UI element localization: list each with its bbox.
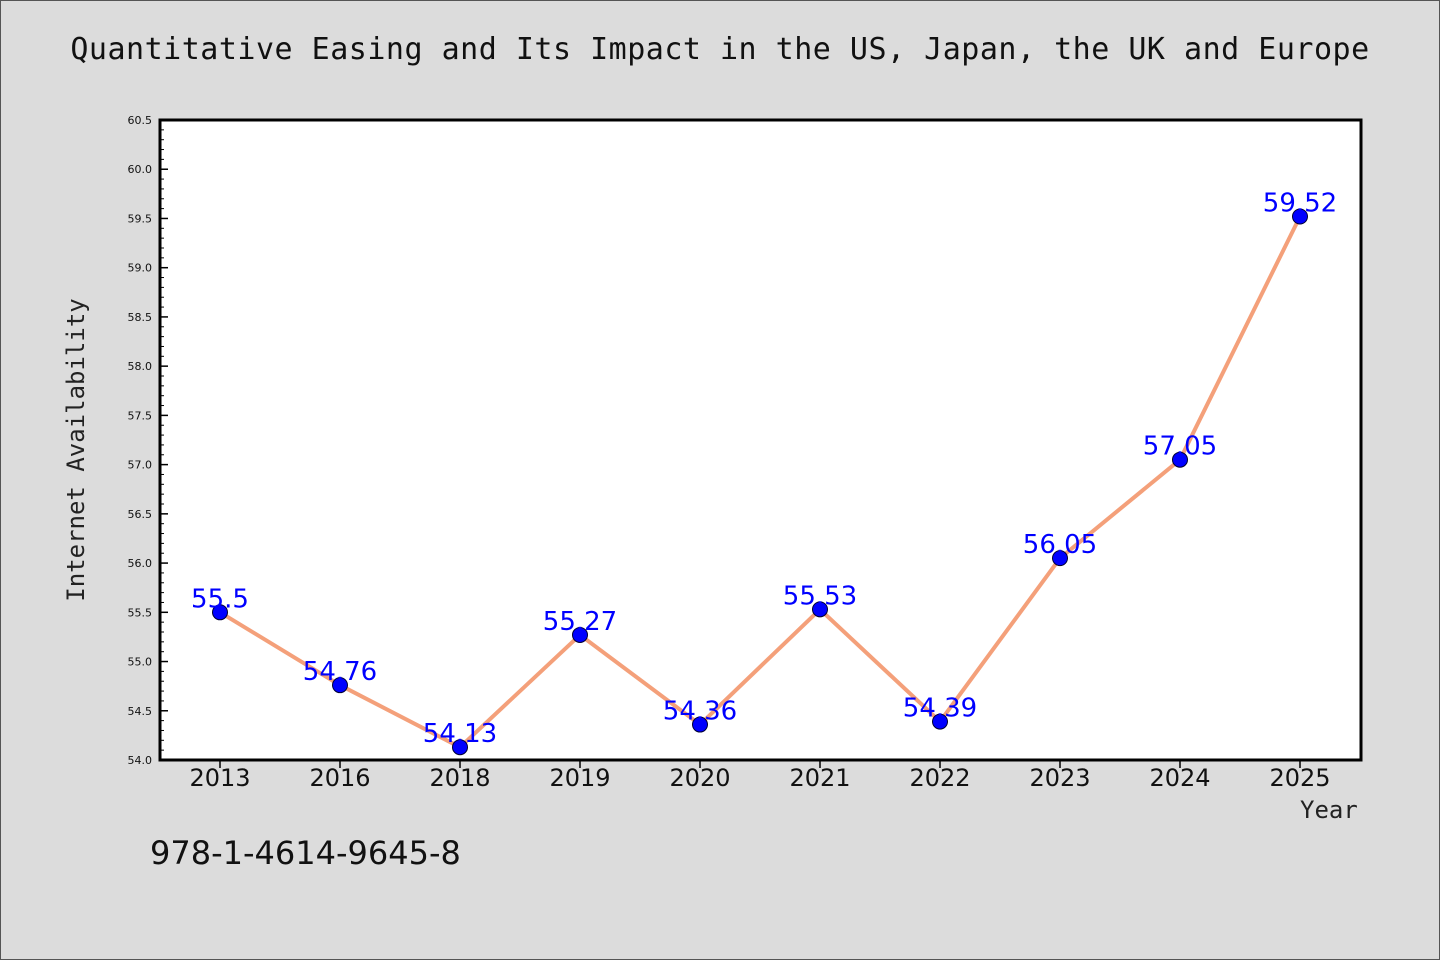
x-tick-label: 2021 bbox=[789, 764, 850, 792]
x-tick-label: 2020 bbox=[669, 764, 730, 792]
plot-area bbox=[158, 118, 1363, 762]
y-tick-label: 56.5 bbox=[128, 508, 153, 521]
data-point bbox=[1052, 550, 1068, 567]
data-labels: 55.5 54.76 54.13 55.27 54.36 55.53 54.39 56.05 5… bbox=[191, 188, 1337, 749]
y-tick-label: 60.5 bbox=[128, 114, 153, 127]
data-label: 54.76 bbox=[303, 657, 377, 687]
data-label: 55.27 bbox=[543, 607, 617, 637]
y-tick-label: 55.5 bbox=[128, 606, 153, 619]
y-tick-label: 58.0 bbox=[128, 360, 153, 373]
y-axis-label: Internet Availability bbox=[62, 298, 90, 602]
x-tick-label: 2023 bbox=[1029, 764, 1090, 792]
data-label: 55.53 bbox=[783, 581, 857, 611]
data-point bbox=[212, 604, 228, 621]
y-tick-label: 60.0 bbox=[128, 163, 153, 176]
data-point bbox=[692, 716, 708, 733]
data-label: 54.36 bbox=[663, 697, 737, 727]
x-tick-label: 2019 bbox=[549, 764, 610, 792]
y-tick-label: 57.0 bbox=[128, 459, 153, 472]
x-axis-label: Year bbox=[1300, 796, 1358, 824]
data-label: 59.52 bbox=[1263, 188, 1337, 218]
data-point bbox=[1172, 451, 1188, 468]
y-tick-label: 55.0 bbox=[128, 656, 153, 669]
data-label: 54.13 bbox=[423, 719, 497, 749]
x-tick-label: 2013 bbox=[189, 764, 250, 792]
data-label: 54.39 bbox=[903, 694, 977, 724]
y-axis: 54.0 54.5 55.0 55.5 56.0 56.5 57.0 57.5 58.0 58.5… bbox=[128, 114, 168, 767]
y-tick-label: 54.0 bbox=[128, 754, 153, 767]
data-point bbox=[932, 713, 948, 730]
x-axis: 2013 2016 2018 2019 2020 2021 2022 2023 2024 2025 bbox=[189, 760, 1331, 792]
isbn-annotation: 978-1-4614-9645-8 bbox=[150, 834, 461, 872]
y-tick-label: 59.0 bbox=[128, 262, 153, 275]
x-tick-label: 2024 bbox=[1149, 764, 1210, 792]
y-tick-label: 57.5 bbox=[128, 409, 153, 422]
chart-title: Quantitative Easing and Its Impact in th… bbox=[70, 32, 1370, 67]
x-tick-label: 2025 bbox=[1269, 764, 1330, 792]
data-label: 57.05 bbox=[1143, 432, 1217, 462]
y-tick-label: 56.0 bbox=[128, 557, 153, 570]
x-tick-label: 2022 bbox=[909, 764, 970, 792]
data-point bbox=[572, 626, 588, 643]
x-tick-label: 2016 bbox=[309, 764, 370, 792]
series-line-group bbox=[212, 208, 1308, 756]
y-tick-label: 58.5 bbox=[128, 311, 153, 324]
series-line bbox=[218, 214, 1302, 750]
data-point bbox=[332, 677, 348, 694]
data-label: 55.5 bbox=[191, 584, 249, 614]
data-point bbox=[452, 739, 468, 756]
data-point bbox=[812, 601, 828, 618]
y-tick-label: 59.5 bbox=[128, 212, 153, 225]
x-tick-label: 2018 bbox=[429, 764, 490, 792]
data-point bbox=[1292, 208, 1308, 225]
data-label: 56.05 bbox=[1023, 530, 1097, 560]
y-tick-label: 54.5 bbox=[128, 705, 153, 718]
